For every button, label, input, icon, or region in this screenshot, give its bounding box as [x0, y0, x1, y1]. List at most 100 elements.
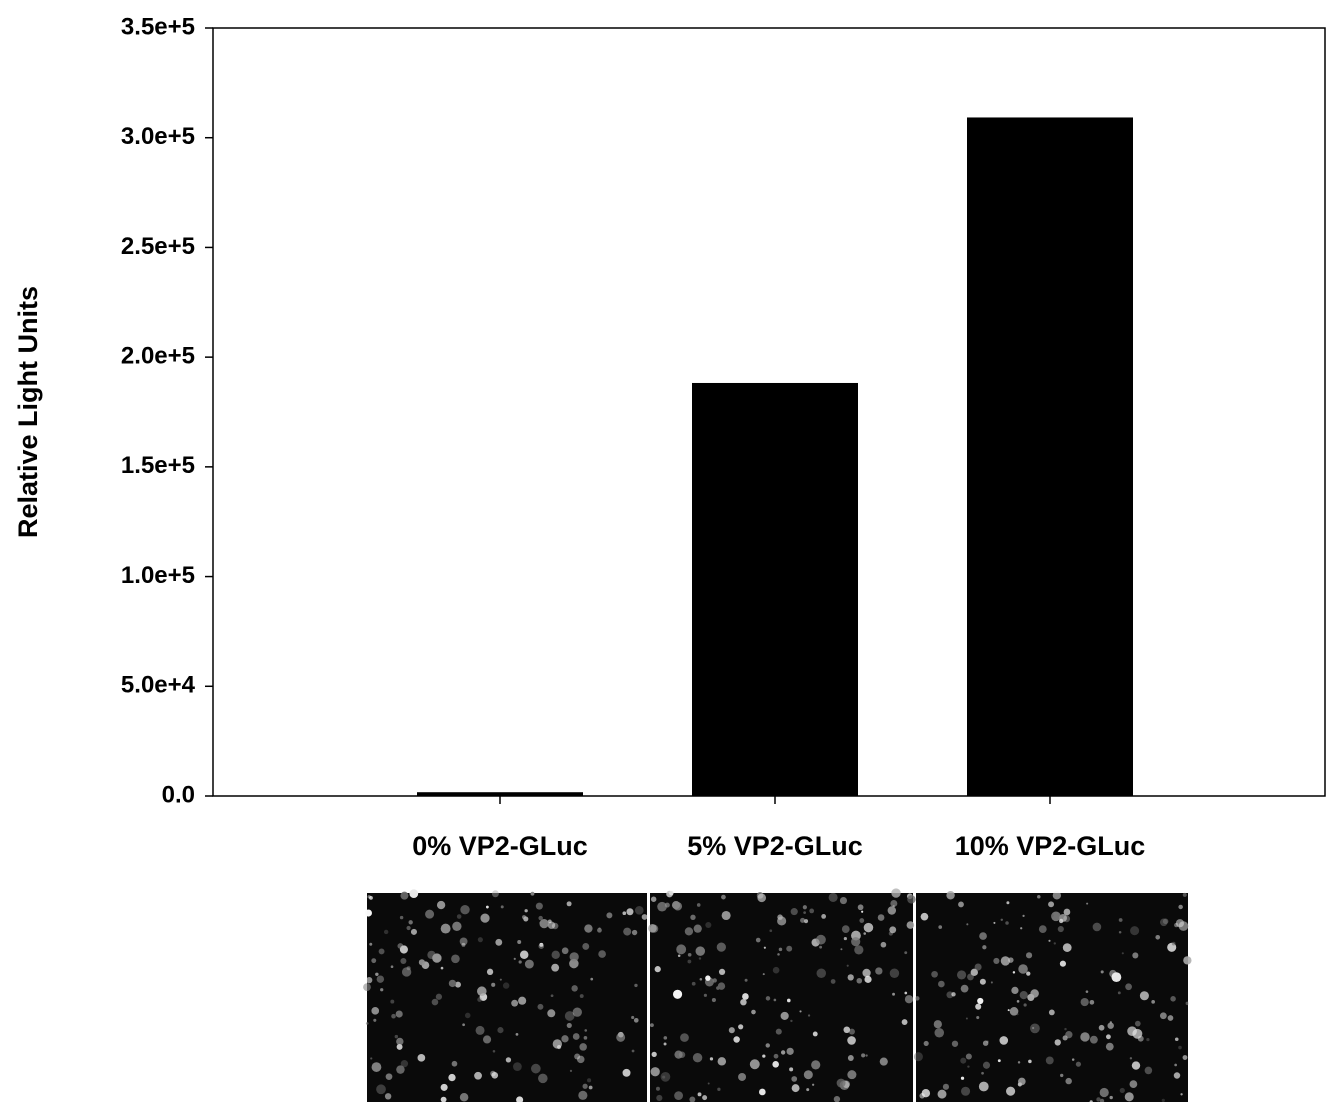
cell — [486, 906, 489, 909]
cell — [584, 1036, 588, 1040]
cell — [864, 923, 873, 932]
cell — [634, 984, 637, 987]
cell — [1018, 1078, 1026, 1086]
cell — [1170, 996, 1176, 1002]
cell — [938, 981, 945, 988]
cell — [567, 1023, 572, 1028]
cell — [449, 980, 456, 987]
cell — [477, 986, 487, 996]
cell — [1183, 893, 1187, 897]
cell — [983, 1062, 990, 1069]
cell — [975, 1004, 981, 1010]
cell — [924, 1041, 929, 1046]
cell — [840, 897, 847, 904]
cell — [1180, 1093, 1182, 1095]
cell — [774, 1054, 779, 1059]
cell — [1186, 1002, 1189, 1005]
cell — [623, 1069, 631, 1077]
cell — [864, 976, 871, 983]
cell — [523, 916, 528, 921]
cell — [848, 1055, 854, 1061]
cell — [1081, 998, 1089, 1006]
cell — [966, 1053, 972, 1059]
bar — [693, 383, 858, 796]
cell — [907, 895, 915, 903]
cell — [661, 1072, 671, 1082]
cell — [1001, 919, 1003, 921]
cell — [1090, 1000, 1095, 1005]
y-axis-label: Relative Light Units — [13, 286, 43, 538]
cell — [642, 914, 648, 920]
cell — [632, 930, 637, 935]
cell — [1080, 1032, 1089, 1041]
cell — [993, 958, 999, 964]
cell — [487, 969, 493, 975]
cell — [914, 1052, 923, 1061]
cell — [688, 953, 692, 957]
cell — [525, 909, 528, 912]
cell — [460, 1093, 469, 1102]
cell — [377, 975, 384, 982]
y-tick-label: 2.5e+5 — [121, 233, 195, 260]
cell — [400, 916, 403, 919]
cell — [756, 938, 761, 943]
cell — [379, 948, 385, 954]
cell — [779, 948, 783, 952]
cell — [664, 1042, 667, 1045]
cell — [1051, 914, 1054, 917]
cell — [719, 969, 725, 975]
cell — [934, 1028, 944, 1038]
cell — [539, 922, 541, 924]
cell — [583, 1084, 588, 1089]
cell — [1058, 926, 1064, 932]
cell — [1130, 1057, 1132, 1059]
cell — [766, 996, 770, 1000]
cell — [902, 1019, 908, 1025]
cell — [1109, 1096, 1112, 1099]
bar — [968, 118, 1133, 796]
page: {"chart_data": {"type": "bar", "y_label"… — [0, 0, 1335, 1102]
cell — [634, 1018, 639, 1023]
cell — [573, 1033, 580, 1040]
cell — [766, 1043, 770, 1047]
cell — [819, 946, 822, 949]
cell — [1155, 935, 1160, 940]
cell — [503, 982, 509, 988]
cell — [390, 1000, 394, 1004]
cell — [1174, 1064, 1177, 1067]
cell — [406, 926, 410, 930]
cell — [480, 914, 489, 923]
cell — [483, 1035, 491, 1043]
cell — [1145, 1067, 1153, 1075]
cell — [409, 889, 418, 898]
cell — [966, 923, 968, 925]
cell — [943, 1084, 949, 1090]
cell — [1060, 961, 1066, 967]
cell — [452, 922, 461, 931]
cell — [1048, 940, 1050, 942]
cell — [1099, 1025, 1105, 1031]
cell — [774, 999, 777, 1002]
cell — [981, 1072, 984, 1075]
cell — [717, 943, 726, 952]
cell — [1028, 1060, 1032, 1064]
cell — [875, 967, 882, 974]
cell — [578, 1091, 587, 1100]
cell — [837, 1079, 846, 1088]
cell — [408, 920, 412, 924]
cell — [1064, 1028, 1066, 1030]
cell — [905, 995, 913, 1003]
cell — [1175, 1037, 1179, 1041]
cell — [597, 928, 602, 933]
cell — [702, 1095, 707, 1100]
cell — [892, 993, 895, 996]
cell — [1048, 901, 1054, 907]
cell — [946, 891, 954, 899]
cell — [1024, 1003, 1027, 1006]
cell — [584, 1029, 587, 1032]
cell — [809, 909, 814, 914]
cell — [513, 1062, 522, 1071]
cell — [411, 929, 417, 935]
cell — [631, 1016, 634, 1019]
cell — [1160, 918, 1168, 926]
